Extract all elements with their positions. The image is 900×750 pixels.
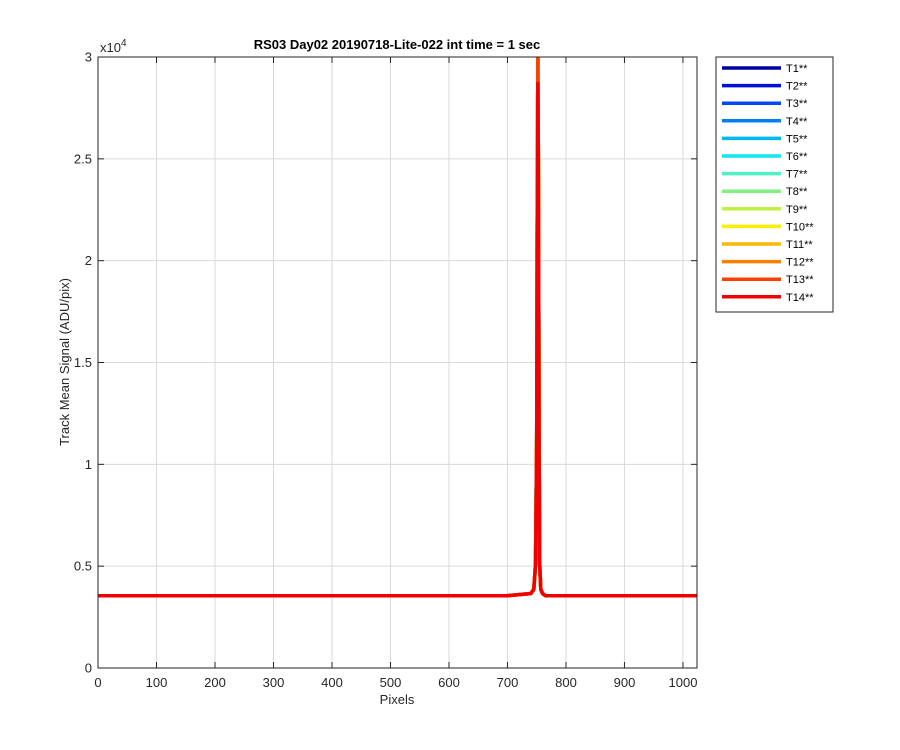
legend-entry-label: T1**	[786, 63, 808, 75]
series-lines	[98, 57, 697, 598]
ticks	[97, 56, 697, 669]
legend-entry-label: T11**	[786, 239, 813, 251]
x-tick-label: 400	[321, 675, 343, 690]
legend-entry-label: T10**	[786, 221, 814, 233]
y-exponent-base: x10	[100, 40, 121, 55]
x-tick-labels: 0 100 200 300 400 500 600 700 800 900 1000	[94, 675, 697, 690]
x-tick-label: 1000	[669, 675, 698, 690]
y-tick-label: 0.5	[74, 559, 92, 574]
x-tick-label: 800	[555, 675, 577, 690]
legend-entry-label: T13**	[786, 274, 814, 286]
legend-entry-label: T8**	[786, 186, 808, 198]
y-tick-label: 3	[85, 50, 92, 65]
legend-items: T1** T2** T3** T4** T5** T6** T7** T8** T9** T10*…	[722, 63, 814, 304]
x-tick-label: 100	[146, 675, 168, 690]
legend-entry-label: T4**	[786, 116, 808, 128]
legend-entry-label: T3**	[786, 98, 808, 110]
legend-entry-label: T9**	[786, 204, 808, 216]
x-axis-label: Pixels	[380, 692, 415, 707]
x-tick-label: 600	[438, 675, 460, 690]
legend-entry-label: T2**	[786, 81, 808, 93]
x-tick-label: 200	[204, 675, 226, 690]
legend-entry-label: T6**	[786, 151, 808, 163]
y-tick-label: 1	[85, 457, 92, 472]
y-axis-label: Track Mean Signal (ADU/pix)	[57, 278, 72, 446]
legend: T1** T2** T3** T4** T5** T6** T7** T8** T9** T10*…	[715, 56, 834, 313]
legend-entry-label: T7**	[786, 169, 808, 181]
x-tick-label: 0	[94, 675, 101, 690]
y-tick-label: 1.5	[74, 355, 92, 370]
x-tick-label: 900	[614, 675, 636, 690]
y-tick-labels: 0 0.5 1 1.5 2 2.5 3	[74, 50, 92, 676]
grid	[98, 57, 697, 668]
series-line	[98, 81, 697, 598]
chart-title: RS03 Day02 20190718-Lite-022 int time = …	[254, 37, 541, 52]
legend-entry-label: T12**	[786, 257, 814, 269]
y-tick-label: 2	[85, 253, 92, 268]
x-tick-label: 700	[497, 675, 519, 690]
y-tick-label: 0	[85, 661, 92, 676]
x-tick-label: 300	[263, 675, 285, 690]
legend-entry-label: T5**	[786, 133, 808, 145]
y-tick-label: 2.5	[74, 151, 92, 166]
x-tick-label: 500	[380, 675, 402, 690]
y-exponent-label: x104	[100, 38, 127, 55]
legend-box	[715, 56, 834, 313]
legend-entry-label: T14**	[786, 292, 814, 304]
y-exponent-power: 4	[121, 38, 127, 49]
